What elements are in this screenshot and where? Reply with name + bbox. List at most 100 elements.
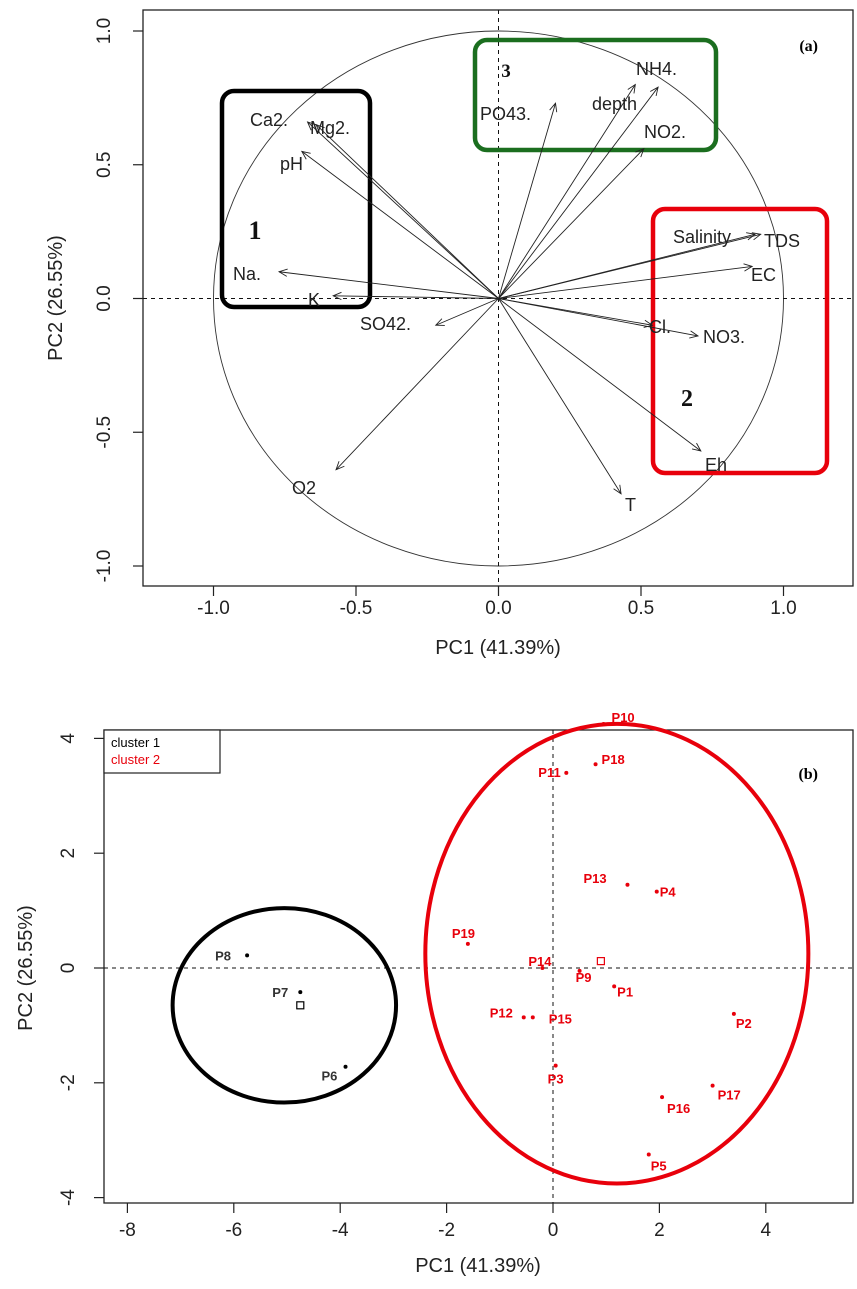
score-point-p4 bbox=[654, 889, 659, 894]
point-label-p6: P6 bbox=[322, 1069, 338, 1084]
arrowhead-eh bbox=[691, 442, 702, 452]
variable-label-tds: TDS bbox=[764, 231, 800, 251]
x-tick-label: -6 bbox=[225, 1220, 242, 1241]
arrowhead-depth bbox=[650, 86, 659, 97]
variable-label-t: T bbox=[625, 495, 636, 515]
arrowhead-ec bbox=[743, 263, 754, 272]
score-point-p17 bbox=[710, 1083, 715, 1088]
y-tick-label: 1.0 bbox=[94, 18, 115, 44]
arrow-depth bbox=[498, 86, 659, 299]
variable-label-k: K bbox=[308, 290, 320, 310]
arrowhead-na bbox=[277, 268, 288, 277]
x-tick-label: -8 bbox=[119, 1220, 136, 1241]
panel-b-plot-area: -8 -6 -4 -2 0 2 4 -4 -2 0 2 4 P8 P7 P6 P10 P18 P11 P13 P4 P1… bbox=[58, 710, 853, 1241]
legend-entry-cluster-2: cluster 2 bbox=[111, 752, 160, 767]
panel-b-tag: (b) bbox=[798, 766, 818, 783]
point-label-p2: P2 bbox=[736, 1016, 752, 1031]
arrowhead-ph bbox=[300, 150, 311, 160]
score-point-p5 bbox=[646, 1152, 651, 1157]
cluster-centroid-1 bbox=[296, 1001, 305, 1010]
point-label-p12: P12 bbox=[490, 1005, 513, 1020]
arrow-eh bbox=[498, 298, 702, 452]
arrowhead-t bbox=[613, 484, 622, 495]
arrow-ph bbox=[301, 151, 499, 299]
x-tick-label: -4 bbox=[332, 1220, 349, 1241]
point-label-p13: P13 bbox=[583, 871, 606, 886]
point-label-p18: P18 bbox=[602, 752, 625, 767]
variable-label-na: Na. bbox=[233, 264, 261, 284]
variable-label-po43: PO43. bbox=[480, 104, 531, 124]
arrow-tds bbox=[498, 233, 761, 299]
point-label-p7: P7 bbox=[272, 985, 288, 1000]
variable-label-depth: depth bbox=[592, 94, 637, 114]
panel-a-y-axis-title: PC2 (26.55%) bbox=[45, 235, 67, 361]
score-point-p7 bbox=[298, 990, 303, 995]
y-tick-label: -2 bbox=[58, 1074, 79, 1091]
arrow-k bbox=[333, 295, 499, 299]
arrow-po43 bbox=[498, 103, 556, 299]
x-tick-label: -2 bbox=[438, 1220, 455, 1241]
arrow-o2 bbox=[335, 298, 499, 471]
group-3-number: 3 bbox=[501, 61, 511, 82]
arrowhead-k bbox=[332, 291, 342, 301]
x-tick-label: 0.0 bbox=[485, 598, 511, 619]
arrow-mg2 bbox=[315, 124, 499, 299]
y-tick-label: 0.5 bbox=[94, 152, 115, 178]
score-point-p14 bbox=[540, 966, 545, 970]
group-1-number: 1 bbox=[249, 216, 262, 245]
variable-label-o2: O2 bbox=[292, 478, 316, 498]
point-label-p8: P8 bbox=[215, 948, 231, 963]
arrowhead-no2 bbox=[635, 147, 645, 158]
x-tick-label: -1.0 bbox=[197, 598, 230, 619]
group-2-box bbox=[650, 206, 830, 476]
arrowhead-ca2 bbox=[306, 121, 317, 131]
y-tick-label: -1.0 bbox=[94, 550, 115, 583]
point-label-p14: P14 bbox=[528, 954, 552, 969]
score-point-p13 bbox=[625, 882, 630, 887]
arrow-ca2 bbox=[307, 121, 499, 299]
point-label-p16: P16 bbox=[667, 1101, 690, 1116]
variable-label-no2: NO2. bbox=[644, 122, 686, 142]
point-label-p15: P15 bbox=[549, 1011, 572, 1026]
x-tick-label: 4 bbox=[761, 1220, 772, 1241]
cluster-ellipse-1 bbox=[170, 906, 399, 1105]
y-tick-label: 4 bbox=[58, 733, 79, 744]
arrowhead-mg2 bbox=[315, 123, 325, 134]
arrowhead-so42 bbox=[434, 318, 445, 326]
score-point-p15 bbox=[530, 1015, 535, 1020]
score-point-p12 bbox=[521, 1015, 526, 1020]
arrowhead-no3 bbox=[689, 330, 700, 339]
x-tick-label: 0.5 bbox=[628, 598, 654, 619]
arrowhead-o2 bbox=[335, 461, 345, 471]
variable-label-ca2: Ca2. bbox=[250, 110, 288, 130]
variable-label-cl: Cl. bbox=[649, 317, 671, 337]
group-1-box bbox=[219, 88, 373, 310]
panel-b-score-plot: -8 -6 -4 -2 0 2 4 -4 -2 0 2 4 P8 P7 P6 P10 P18 P11 P13 P4 P1… bbox=[15, 710, 854, 1277]
point-label-p10: P10 bbox=[612, 710, 635, 725]
cluster-ellipse-2 bbox=[423, 721, 811, 1186]
point-label-p3: P3 bbox=[548, 1072, 564, 1087]
x-tick-label: 1.0 bbox=[770, 598, 796, 619]
panel-a-plot-area: -1.0 -0.5 0.0 0.5 1.0 -1.0 -0.5 0.0 0.5 1.0 1 2 3 Ca2… bbox=[94, 10, 853, 619]
score-point-p1 bbox=[612, 984, 617, 989]
score-point-p8 bbox=[245, 953, 250, 958]
y-tick-label: 0 bbox=[58, 963, 79, 974]
panel-a-loadings-plot: -1.0 -0.5 0.0 0.5 1.0 -1.0 -0.5 0.0 0.5 1.0 1 2 3 Ca2… bbox=[45, 9, 854, 659]
x-tick-label: -0.5 bbox=[340, 598, 373, 619]
score-point-p19 bbox=[465, 941, 470, 946]
panel-b-x-axis-title: PC1 (41.39%) bbox=[415, 1255, 541, 1277]
x-tick-label: 2 bbox=[654, 1220, 665, 1241]
point-label-p9: P9 bbox=[576, 970, 592, 985]
point-label-p4: P4 bbox=[660, 885, 677, 900]
panel-b-legend: cluster 1 cluster 2 bbox=[103, 729, 221, 774]
arrow-na bbox=[278, 271, 499, 299]
score-point-p2 bbox=[731, 1011, 736, 1016]
score-point-p16 bbox=[660, 1095, 665, 1100]
point-label-p19: P19 bbox=[452, 926, 475, 941]
variable-label-nh4: NH4. bbox=[636, 59, 677, 79]
arrow-nh4 bbox=[498, 84, 636, 299]
cluster-centroid-2 bbox=[596, 957, 605, 966]
variable-label-mg2: Mg2. bbox=[310, 118, 350, 138]
arrow-no2 bbox=[498, 148, 645, 299]
